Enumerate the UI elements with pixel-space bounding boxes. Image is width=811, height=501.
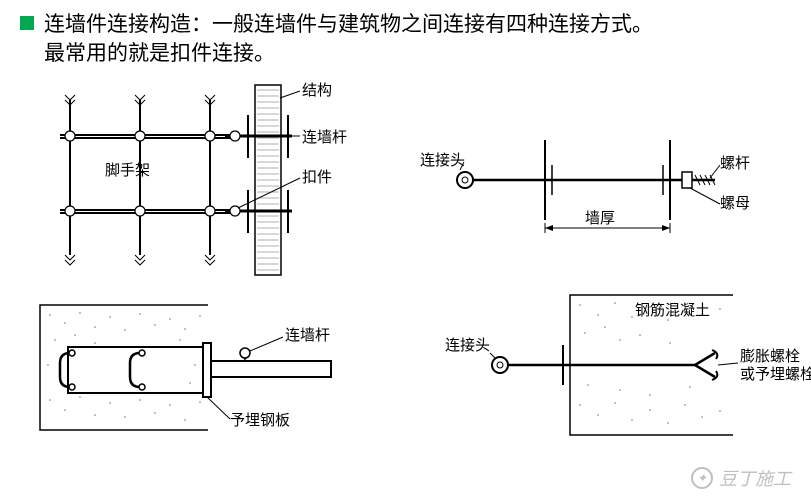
label-expansion-bolt-1: 膨胀螺栓 — [740, 348, 800, 365]
diagrams-svg: 脚手架 结构 连墙杆 扣件 连 — [0, 80, 811, 480]
label-wall-thickness: 墙厚 — [585, 210, 615, 227]
label-connector-2: 连接头 — [445, 337, 490, 354]
watermark-text: 豆丁施工 — [719, 465, 791, 491]
watermark: ✦ 豆丁施工 — [691, 465, 791, 491]
diagram-area: 脚手架 结构 连墙杆 扣件 连 — [0, 80, 811, 480]
diagram-embedded-plate: 连墙杆 予埋钢板 — [40, 303, 331, 432]
label-expansion-bolt-2: 或予埋螺栓 — [740, 366, 811, 383]
diagram-scaffold: 脚手架 结构 连墙杆 扣件 — [60, 82, 347, 275]
label-tie-rod-1: 连墙杆 — [302, 129, 347, 146]
label-reinforced-concrete: 钢筋混凝土 — [635, 302, 710, 319]
bullet-square — [20, 16, 34, 30]
label-structure: 结构 — [302, 82, 332, 99]
wechat-icon: ✦ — [691, 467, 713, 489]
title-line-2: 最常用的就是扣件连接。 — [44, 42, 275, 65]
title-text: 连墙件连接构造：一般连墙件与建筑物之间连接有四种连接方式。 最常用的就是扣件连接… — [44, 10, 653, 69]
title-line-1: 连墙件连接构造：一般连墙件与建筑物之间连接有四种连接方式。 — [44, 13, 653, 36]
diagram-expansion-bolt: 连接头 钢筋混凝土 膨胀螺栓 或予埋螺栓 — [445, 293, 811, 437]
header-row: 连墙件连接构造：一般连墙件与建筑物之间连接有四种连接方式。 最常用的就是扣件连接… — [0, 0, 811, 69]
label-tie-rod-2: 连墙杆 — [285, 327, 330, 344]
label-clamp: 扣件 — [302, 169, 332, 186]
label-nut: 螺母 — [720, 195, 750, 212]
label-embedded-plate: 予埋钢板 — [230, 411, 290, 429]
diagram-screw: 连接头 螺杆 螺母 墙厚 — [420, 140, 750, 233]
label-scaffold: 脚手架 — [105, 162, 150, 179]
label-screw-rod: 螺杆 — [720, 155, 750, 172]
label-connector-1: 连接头 — [420, 152, 465, 169]
